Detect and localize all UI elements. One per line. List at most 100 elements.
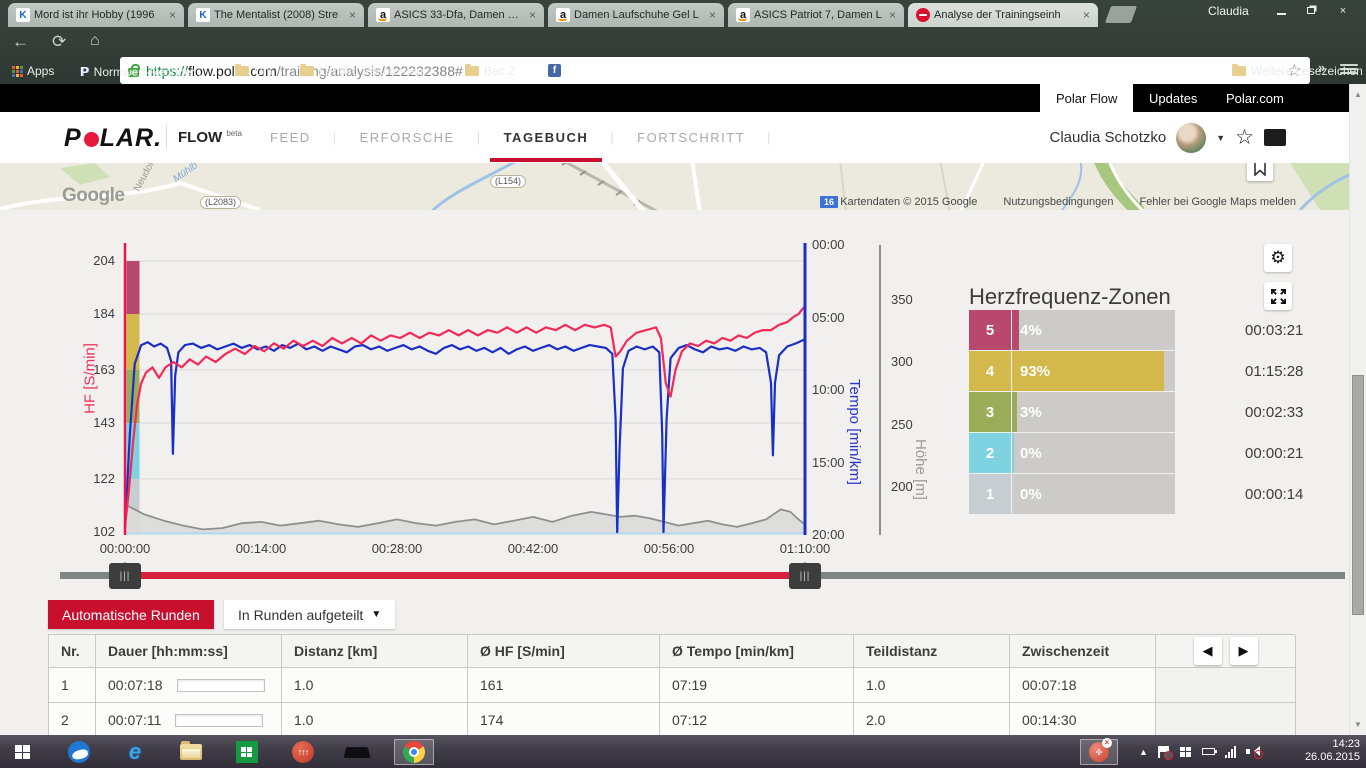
browser-profile-name[interactable]: Claudia — [1208, 4, 1249, 18]
map-bookmark-button[interactable] — [1247, 163, 1273, 181]
start-button[interactable] — [6, 739, 40, 765]
menu-icon[interactable] — [1340, 62, 1358, 76]
bookmark-normwert[interactable]: P Normwert-Rechner ... — [80, 64, 209, 79]
hr-zone-row-3: 3 3% 00:02:33 — [969, 392, 1310, 432]
kinox-icon: K — [16, 8, 30, 22]
page-next-button[interactable]: ▶ — [1229, 637, 1258, 665]
new-tab-button[interactable] — [1104, 6, 1138, 23]
home-icon[interactable]: ⌂ — [90, 32, 100, 49]
training-chart[interactable] — [0, 235, 960, 565]
hf-tick: 184 — [93, 306, 115, 321]
nav-fortschritt[interactable]: FORTSCHRITT — [637, 130, 746, 145]
window-close-button[interactable]: × — [1339, 4, 1347, 17]
tab-3[interactable]: a ASICS 33-Dfa, Damen Lau × — [368, 3, 544, 27]
link-polar-flow[interactable]: Polar Flow — [1040, 84, 1134, 112]
updater-taskbar-icon[interactable]: ↑↑↑ — [286, 739, 320, 765]
tab-close-icon[interactable]: × — [1082, 8, 1090, 22]
feedback-chat-icon[interactable] — [1264, 129, 1286, 146]
tab-close-icon[interactable]: × — [528, 8, 536, 22]
reload-icon[interactable]: ⟳ — [52, 32, 67, 51]
laps-split-dropdown[interactable]: In Runden aufgeteilt ▼ — [224, 600, 396, 629]
map-report-link[interactable]: Fehler bei Google Maps melden — [1139, 196, 1296, 208]
ie-taskbar-icon[interactable]: e — [118, 739, 152, 765]
clock-time: 14:23 — [1332, 738, 1360, 750]
other-bookmarks[interactable]: Weitere Lesezeichen — [1232, 64, 1363, 78]
bookmark-facebook[interactable]: f — [548, 64, 561, 77]
apps-shortcut[interactable]: Apps — [12, 64, 54, 78]
range-slider-selection[interactable] — [125, 572, 805, 579]
lap-cell: 00:07:11 — [96, 703, 282, 738]
range-slider-handle-left[interactable]: ||| — [109, 562, 141, 589]
zone-bar: 3% — [1012, 392, 1175, 432]
sync-tray-icon[interactable]: ✣ — [1080, 738, 1118, 765]
lap-cell: 07:12 — [660, 703, 854, 738]
nav-erforsche[interactable]: ERFORSCHE — [359, 130, 455, 145]
tab-1[interactable]: K Mord ist ihr Hobby (1996 × — [8, 3, 184, 27]
store-taskbar-icon[interactable] — [230, 739, 264, 765]
tab-close-icon[interactable]: × — [708, 8, 716, 22]
show-hidden-icons[interactable]: ▲ — [1139, 746, 1148, 757]
tab-close-icon[interactable]: × — [888, 8, 896, 22]
nav-tagebuch[interactable]: TAGEBUCH — [489, 130, 602, 162]
range-slider-handle-right[interactable]: ||| — [789, 562, 821, 589]
address-bar[interactable]: https://flow.polar.com/training/analysis… — [120, 57, 1310, 84]
scroll-up-icon[interactable]: ▲ — [1354, 90, 1362, 99]
url-text[interactable]: https://flow.polar.com/training/analysis… — [146, 62, 463, 79]
tab-strip: K Mord ist ihr Hobby (1996 × K The Menta… — [0, 0, 1366, 27]
explorer-taskbar-icon[interactable] — [174, 739, 208, 765]
scroll-down-icon[interactable]: ▼ — [1354, 720, 1362, 729]
tab-close-icon[interactable]: × — [168, 8, 176, 22]
col-header-hf: Ø HF [S/min] — [468, 635, 660, 668]
tab-close-icon[interactable]: × — [348, 8, 356, 22]
elevation-tick: 300 — [891, 354, 913, 369]
volume-muted-icon[interactable] — [1245, 746, 1263, 759]
tab-2[interactable]: K The Mentalist (2008) Stre × — [188, 3, 364, 27]
auto-laps-button[interactable]: Automatische Runden — [48, 600, 214, 629]
bookmark-star-icon[interactable]: ☆ — [1286, 60, 1302, 80]
map-terms-link[interactable]: Nutzungsbedingungen — [1003, 196, 1114, 208]
route-map[interactable]: Google Neudor Mühlb (L2083) (L154) 16 Ka… — [0, 163, 1366, 210]
window-restore-button[interactable] — [1298, 3, 1324, 18]
action-center-flag-icon[interactable] — [1157, 745, 1173, 760]
openoffice-taskbar-icon[interactable] — [62, 739, 96, 765]
network-signal-icon[interactable] — [1224, 745, 1236, 758]
polar-logo[interactable]: P LAR. — [64, 124, 163, 152]
taskbar-clock[interactable]: 14:23 26.06.2015 — [1305, 738, 1360, 764]
avatar[interactable] — [1176, 122, 1207, 153]
lap-cell-empty — [1156, 668, 1296, 703]
user-name[interactable]: Claudia Schotzko — [1049, 129, 1167, 146]
chart-fullscreen-button[interactable] — [1264, 282, 1292, 310]
link-polar-com[interactable]: Polar.com — [1226, 90, 1284, 106]
windows-tray-icon[interactable] — [1179, 746, 1192, 757]
ssl-padlock-icon[interactable] — [128, 64, 140, 77]
bookmark-folder-lenovo[interactable]: Lenovo Recommen... — [300, 64, 433, 78]
battery-icon[interactable] — [1201, 748, 1217, 755]
back-icon[interactable]: ← — [12, 32, 29, 51]
chevron-down-icon[interactable]: ▼ — [1216, 132, 1226, 143]
x-tick: 00:00:00 — [99, 541, 151, 556]
x-tick: 00:28:00 — [371, 541, 423, 556]
tab-active[interactable]: Analyse der Trainingseinh × — [908, 3, 1098, 27]
col-header-dauer: Dauer [hh:mm:ss] — [96, 635, 282, 668]
elevation-tick: 350 — [891, 292, 913, 307]
page-scrollbar[interactable]: ▲ ▼ — [1349, 84, 1366, 735]
zone-time: 00:00:21 — [1245, 444, 1304, 462]
lenovo-taskbar-icon[interactable] — [340, 739, 374, 765]
lap-cell: 161 — [468, 668, 660, 703]
tab-4[interactable]: a Damen Laufschuhe Gel L × — [548, 3, 724, 27]
page-prev-button[interactable]: ◀ — [1193, 637, 1222, 665]
elevation-tick: 250 — [891, 417, 913, 432]
nav-feed[interactable]: FEED — [270, 130, 311, 145]
scrollbar-thumb[interactable] — [1352, 375, 1364, 615]
bookmark-folder-uni[interactable]: Uni — [235, 64, 272, 78]
tab-5[interactable]: a ASICS Patriot 7, Damen L × — [728, 3, 904, 27]
window-minimize-button[interactable] — [1268, 3, 1294, 18]
hr-zone-row-5: 5 4% 00:03:21 — [969, 310, 1310, 350]
hr-zone-row-1: 1 0% 00:00:14 — [969, 474, 1310, 514]
chrome-taskbar-icon[interactable] — [394, 739, 434, 765]
chart-settings-button[interactable]: ⚙ — [1264, 244, 1292, 272]
overflow-chevron-icon[interactable]: » — [1318, 60, 1326, 75]
link-updates[interactable]: Updates — [1149, 90, 1198, 106]
favorite-star-icon[interactable]: ☆ — [1235, 126, 1254, 149]
bookmark-folder-bac2[interactable]: Bac 2 — [465, 64, 515, 78]
